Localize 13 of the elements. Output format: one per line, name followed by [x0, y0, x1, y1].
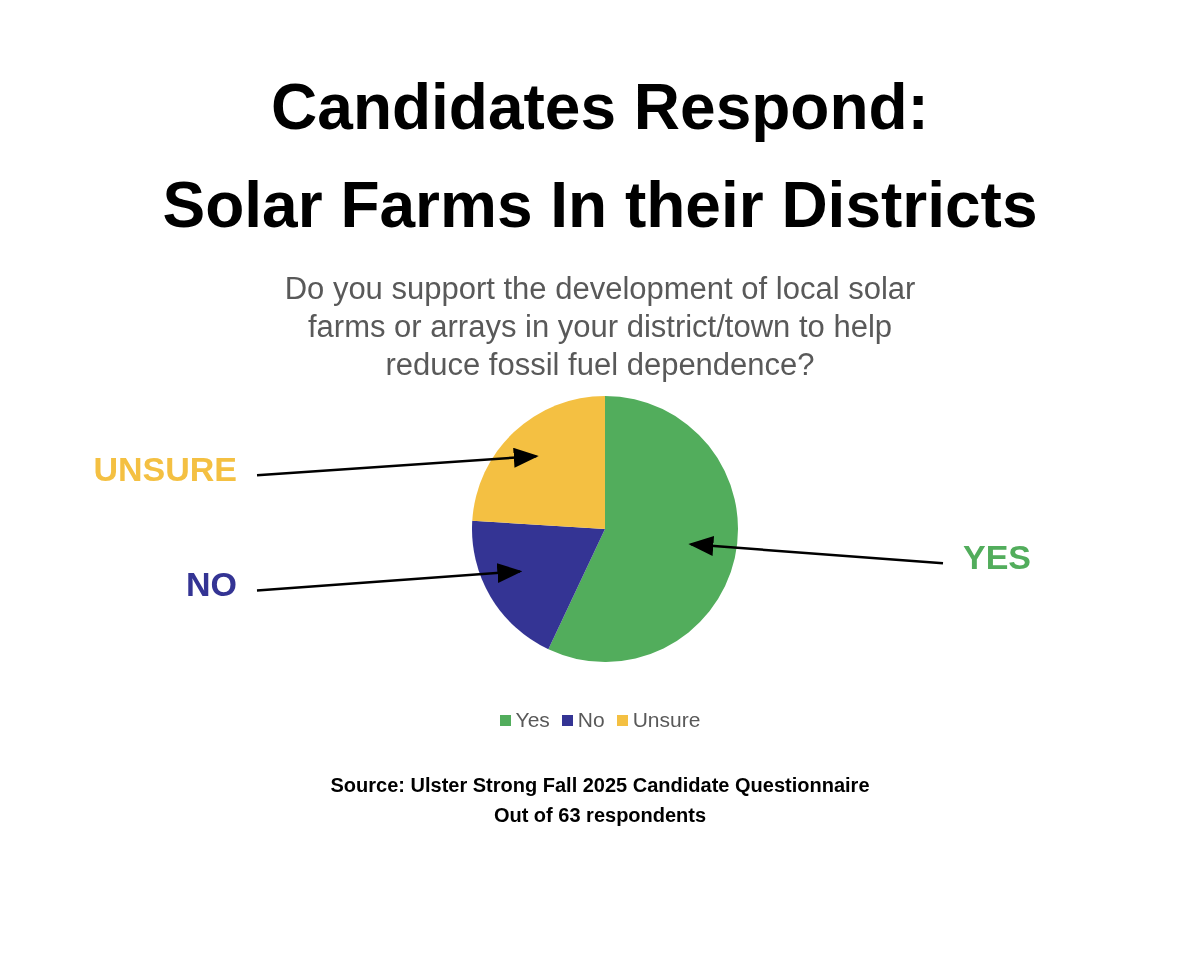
chart-title: Candidates Respond: Solar Farms In their Districts [161, 70, 1039, 243]
pie-slice [472, 396, 605, 529]
text: NO [186, 565, 237, 604]
text: Out of 63 respondents [492, 803, 708, 828]
legend-label: Yes [514, 708, 550, 732]
chart-subtitle: Do you support the development of local solar farms or arrays in your district/town to help reduce fossil fuel dependence? [283, 270, 917, 384]
pie-slice [548, 396, 738, 662]
source-note: Source: Ulster Strong Fall 2025 Candidate Questionnaire [329, 773, 871, 798]
pie-slice [472, 520, 605, 650]
legend-label: Unsure [631, 708, 701, 732]
text: UNSURE [93, 450, 237, 489]
text: YES [963, 538, 1032, 577]
legend-label: No [576, 708, 605, 732]
